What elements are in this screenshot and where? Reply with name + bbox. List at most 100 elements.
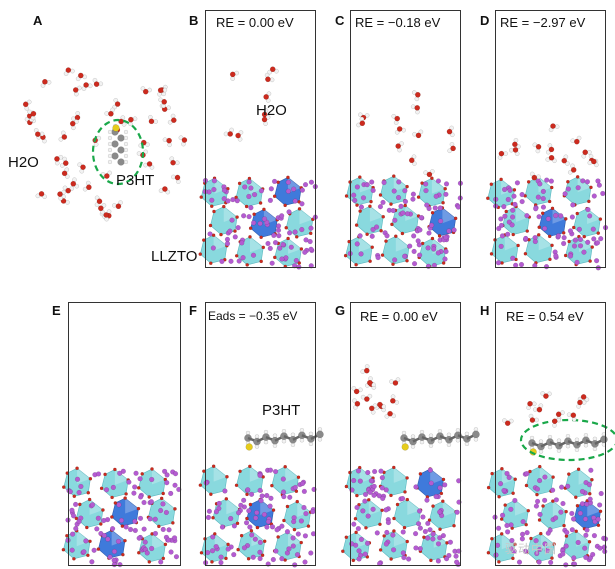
lithium-atom xyxy=(141,499,147,506)
octahedron-facet xyxy=(430,468,444,485)
oxygen-atom xyxy=(65,187,71,194)
oxygen-atom xyxy=(571,225,576,230)
oxygen-atom xyxy=(146,161,153,167)
lithium-atom xyxy=(417,227,423,233)
panel-c-energy: RE = −0.18 eV xyxy=(355,15,441,30)
oxygen-atom xyxy=(284,225,289,230)
oxygen-atom xyxy=(379,228,383,233)
lithium-atom xyxy=(504,470,510,477)
lithium-atom xyxy=(105,536,111,542)
oxygen-atom xyxy=(226,542,230,547)
lithium-atom xyxy=(587,496,593,502)
lithium-atom xyxy=(250,554,256,560)
octahedron-facet xyxy=(125,498,139,514)
lithium-atom xyxy=(357,478,363,484)
lithium-atom xyxy=(571,243,578,249)
hydrogen-atom xyxy=(107,170,112,176)
lithium-atom xyxy=(76,518,82,525)
oxygen-atom xyxy=(208,261,213,266)
lithium-atom xyxy=(286,230,293,236)
lithium-atom xyxy=(437,535,443,541)
oxygen-atom xyxy=(353,388,360,395)
oxygen-atom xyxy=(308,231,313,236)
lithium-atom xyxy=(584,179,591,185)
lithium-atom xyxy=(268,186,274,192)
oxygen-atom xyxy=(405,258,409,263)
oxygen-atom xyxy=(224,556,228,561)
oxygen-atom xyxy=(418,472,423,476)
hydrogen-atom xyxy=(107,141,113,147)
oxygen-atom xyxy=(489,252,494,256)
octahedron-facet xyxy=(393,467,408,483)
lithium-atom xyxy=(453,553,459,559)
lithium-atom xyxy=(437,218,444,224)
oxygen-atom xyxy=(516,243,520,248)
lithium-atom xyxy=(141,526,147,532)
lithium-atom xyxy=(149,476,155,483)
lithium-atom xyxy=(299,480,306,487)
lithium-atom xyxy=(524,471,530,477)
lithium-atom xyxy=(428,222,435,228)
lithium-atom xyxy=(280,489,287,495)
oxygen-atom xyxy=(525,229,530,233)
oxygen-atom xyxy=(405,184,409,189)
oxygen-atom xyxy=(261,116,268,123)
lithium-atom xyxy=(377,561,383,567)
lithium-atom xyxy=(558,484,565,490)
panel-b-energy: RE = 0.00 eV xyxy=(216,15,294,30)
lithium-atom xyxy=(272,468,279,475)
lithium-atom xyxy=(221,187,228,193)
oxygen-atom xyxy=(551,418,558,425)
oxygen-atom xyxy=(38,191,45,197)
oxygen-atom xyxy=(405,539,410,544)
panel-d-energy: RE = −2.97 eV xyxy=(500,15,586,30)
lithium-atom xyxy=(241,545,248,551)
panel-f-frame xyxy=(205,302,316,566)
lithium-atom xyxy=(232,234,238,240)
octahedron-facet xyxy=(288,238,302,254)
lithium-atom xyxy=(246,179,252,185)
oxygen-atom xyxy=(381,214,386,219)
lithium-atom xyxy=(132,527,138,534)
lithium-atom xyxy=(271,232,277,238)
p3ht-label-f: P3HT xyxy=(262,402,301,419)
lithium-atom xyxy=(516,559,523,565)
lithium-atom xyxy=(591,193,597,199)
lithium-atom xyxy=(133,470,139,476)
lithium-atom xyxy=(279,213,285,219)
oxygen-atom xyxy=(529,536,533,541)
oxygen-atom xyxy=(229,71,236,78)
lithium-atom xyxy=(136,535,142,541)
lithium-atom xyxy=(537,477,543,484)
lithium-atom xyxy=(443,248,449,255)
oxygen-atom xyxy=(499,532,504,536)
lithium-atom xyxy=(137,515,144,521)
oxygen-atom xyxy=(101,508,105,512)
lithium-atom xyxy=(168,490,174,497)
lithium-atom xyxy=(355,468,362,474)
octahedron-facet xyxy=(161,498,175,514)
oxygen-atom xyxy=(147,560,152,564)
lithium-atom xyxy=(292,562,298,568)
hydrogen-atom xyxy=(149,165,155,170)
lithium-atom xyxy=(231,552,237,558)
lithium-atom xyxy=(560,500,566,507)
oxygen-atom xyxy=(504,420,511,427)
oxygen-atom xyxy=(587,539,592,544)
lithium-atom xyxy=(371,483,377,490)
oxygen-atom xyxy=(574,529,579,534)
lithium-atom xyxy=(248,205,254,211)
lithium-atom xyxy=(245,487,251,493)
octahedron-facet xyxy=(152,533,166,550)
hydrogen-atom xyxy=(352,398,357,403)
lithium-atom xyxy=(158,507,164,514)
lithium-atom xyxy=(259,493,265,499)
hydrogen-atom xyxy=(384,414,390,419)
lithium-atom xyxy=(164,472,170,478)
oxygen-atom xyxy=(368,405,375,412)
hydrogen-atom xyxy=(143,149,148,155)
lithium-atom xyxy=(523,235,529,242)
lithium-atom xyxy=(267,467,274,473)
lithium-atom xyxy=(360,195,367,201)
octahedron-facet xyxy=(587,208,601,225)
